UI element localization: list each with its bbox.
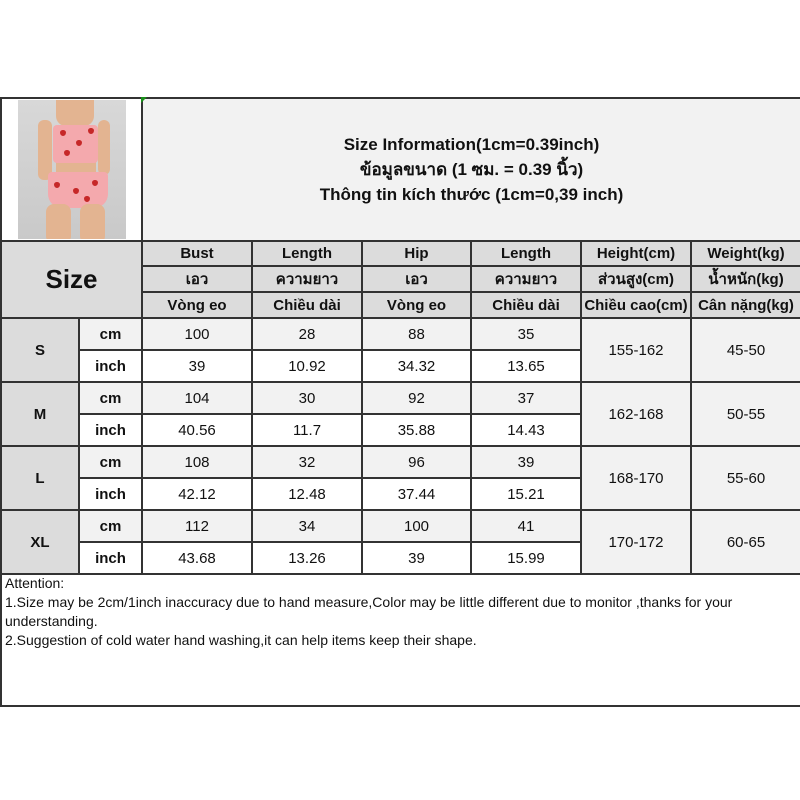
table-row: inch 43.68 13.26 39 15.99 [1, 541, 800, 575]
size-label: M [0, 381, 80, 447]
measure-length-2: 41 [470, 509, 582, 543]
unit-label: cm [78, 509, 143, 543]
height-range: 155-162 [580, 317, 692, 383]
measure-hip: 39 [361, 541, 472, 575]
unit-label: inch [78, 413, 143, 447]
header-length-2-1: ความยาว [470, 265, 582, 293]
measure-hip: 100 [361, 509, 472, 543]
measure-bust: 39 [141, 349, 253, 383]
table-row: inch 42.12 12.48 37.44 15.21 [1, 477, 800, 511]
header-length-0: Length [251, 240, 363, 267]
table-row: inch 39 10.92 34.32 13.65 [1, 349, 800, 383]
measure-bust: 42.12 [141, 477, 253, 511]
header-hip-0: Hip [361, 240, 472, 267]
header-height-2: Chiều cao(cm) [580, 291, 692, 319]
measure-bust: 108 [141, 445, 253, 479]
unit-label: inch [78, 349, 143, 383]
unit-label: cm [78, 317, 143, 351]
measure-hip: 96 [361, 445, 472, 479]
measure-length-2: 14.43 [470, 413, 582, 447]
header-bust-1: เอว [141, 265, 253, 293]
weight-range: 55-60 [690, 445, 800, 511]
measure-length-2: 13.65 [470, 349, 582, 383]
measure-length-2: 15.21 [470, 477, 582, 511]
title-english: Size Information(1cm=0.39inch) [343, 135, 600, 154]
product-image-cell [0, 97, 143, 242]
header-hip-2: Vòng eo [361, 291, 472, 319]
measure-length: 10.92 [251, 349, 363, 383]
measure-length-2: 15.99 [470, 541, 582, 575]
header-length-2: Chiều dài [251, 291, 363, 319]
title-thai: ข้อมูลขนาด (1 ซม. = 0.39 นิ้ว) [359, 160, 584, 179]
measure-length: 32 [251, 445, 363, 479]
weight-range: 60-65 [690, 509, 800, 575]
header-length-2-0: Length [470, 240, 582, 267]
unit-label: inch [78, 541, 143, 575]
height-range: 168-170 [580, 445, 692, 511]
table-row: XL cm 112 34 100 41 170-172 60-65 [0, 509, 800, 575]
size-label: S [0, 317, 80, 383]
unit-label: cm [78, 381, 143, 415]
unit-label: inch [78, 477, 143, 511]
measure-length: 34 [251, 509, 363, 543]
header-length-2-2: Chiều dài [470, 291, 582, 319]
header-hip-1: เอว [361, 265, 472, 293]
measure-bust: 112 [141, 509, 253, 543]
weight-range: 50-55 [690, 381, 800, 447]
measure-bust: 100 [141, 317, 253, 351]
measure-length-2: 37 [470, 381, 582, 415]
header-length-1: ความยาว [251, 265, 363, 293]
header-weight-2: Cân nặng(kg) [690, 291, 800, 319]
measure-length: 11.7 [251, 413, 363, 447]
measure-length-2: 35 [470, 317, 582, 351]
size-header: Size [0, 240, 143, 319]
title-cell: Size Information(1cm=0.39inch) ข้อมูลขนา… [141, 97, 800, 242]
header-weight-1: น้ำหนัก(kg) [690, 265, 800, 293]
attention-notes: Attention: 1.Size may be 2cm/1inch inacc… [0, 572, 800, 707]
unit-label: cm [78, 445, 143, 479]
measure-hip: 88 [361, 317, 472, 351]
measure-length: 12.48 [251, 477, 363, 511]
measure-bust: 43.68 [141, 541, 253, 575]
height-range: 170-172 [580, 509, 692, 575]
size-label: L [0, 445, 80, 511]
header-bust-0: Bust [141, 240, 253, 267]
measure-length: 28 [251, 317, 363, 351]
product-photo [17, 100, 126, 239]
measure-length: 30 [251, 381, 363, 415]
height-range: 162-168 [580, 381, 692, 447]
attention-heading: Attention: [5, 575, 65, 591]
cell-marker-icon [141, 97, 147, 103]
measure-bust: 104 [141, 381, 253, 415]
size-chart-table: Size Information(1cm=0.39inch) ข้อมูลขนา… [0, 97, 800, 575]
measure-hip: 92 [361, 381, 472, 415]
measure-hip: 35.88 [361, 413, 472, 447]
weight-range: 45-50 [690, 317, 800, 383]
header-height-1: ส่วนสูง(cm) [580, 265, 692, 293]
header-height-0: Height(cm) [580, 240, 692, 267]
header-bust-2: Vòng eo [141, 291, 253, 319]
header-weight-0: Weight(kg) [690, 240, 800, 267]
measure-length: 13.26 [251, 541, 363, 575]
attention-note-2: 2.Suggestion of cold water hand washing,… [5, 632, 477, 648]
table-row: inch 40.56 11.7 35.88 14.43 [1, 413, 800, 447]
measure-hip: 37.44 [361, 477, 472, 511]
attention-note-1: 1.Size may be 2cm/1inch inaccuracy due t… [5, 594, 733, 629]
measure-bust: 40.56 [141, 413, 253, 447]
title-vietnamese: Thông tin kích thước (1cm=0,39 inch) [319, 185, 624, 204]
size-label: XL [0, 509, 80, 575]
measure-length-2: 39 [470, 445, 582, 479]
measure-hip: 34.32 [361, 349, 472, 383]
